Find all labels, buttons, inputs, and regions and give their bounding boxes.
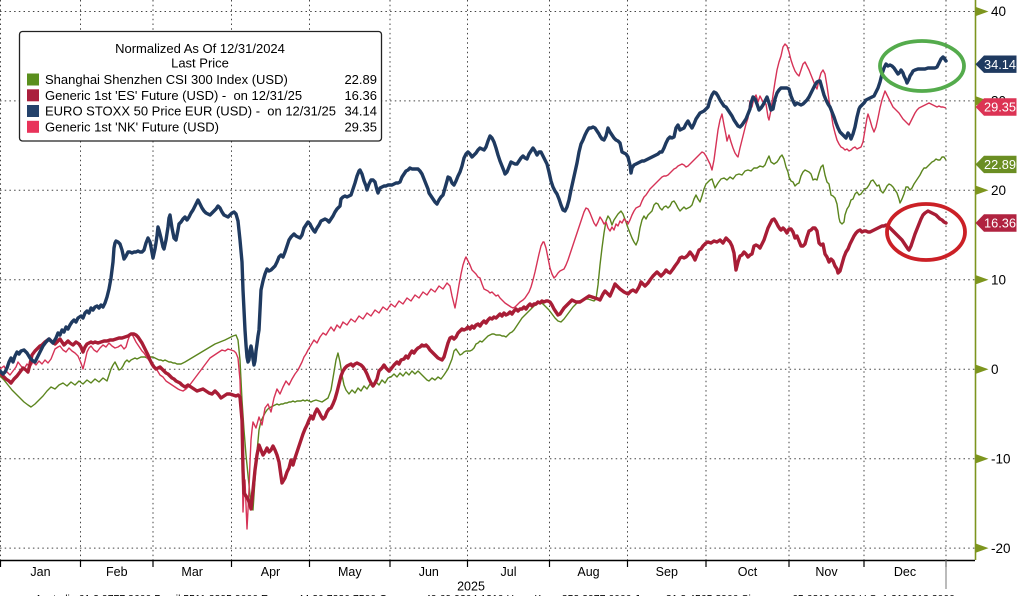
svg-text:34.14: 34.14 xyxy=(344,104,377,119)
svg-text:Apr: Apr xyxy=(261,565,280,579)
svg-text:2025: 2025 xyxy=(457,580,485,594)
svg-text:Last Price: Last Price xyxy=(171,56,229,71)
svg-text:Jul: Jul xyxy=(501,565,517,579)
svg-text:Generic 1st 'NK' Future (USD): Generic 1st 'NK' Future (USD) xyxy=(45,119,219,134)
svg-text:16.36: 16.36 xyxy=(344,88,377,103)
svg-text:-20: -20 xyxy=(991,541,1011,556)
svg-text:10: 10 xyxy=(991,273,1006,288)
svg-text:Mar: Mar xyxy=(181,565,203,579)
svg-text:22.89: 22.89 xyxy=(984,157,1016,172)
svg-text:Normalized As Of 12/31/2024: Normalized As Of 12/31/2024 xyxy=(115,41,285,56)
svg-text:29.35: 29.35 xyxy=(344,119,377,134)
svg-text:22.89: 22.89 xyxy=(344,72,377,87)
svg-text:29.35: 29.35 xyxy=(984,100,1016,115)
svg-text:0: 0 xyxy=(991,362,999,377)
svg-text:Shanghai Shenzhen CSI 300 Inde: Shanghai Shenzhen CSI 300 Index (USD) xyxy=(45,72,288,87)
svg-text:40: 40 xyxy=(991,4,1006,19)
svg-text:Jan: Jan xyxy=(30,565,50,579)
svg-text:20: 20 xyxy=(991,183,1006,198)
svg-text:Jun: Jun xyxy=(419,565,439,579)
svg-text:16.36: 16.36 xyxy=(984,216,1016,231)
svg-text:Aug: Aug xyxy=(577,565,599,579)
svg-text:May: May xyxy=(338,565,362,579)
svg-text:Dec: Dec xyxy=(894,565,916,579)
svg-text:EURO STOXX 50 Price EUR (USD): EURO STOXX 50 Price EUR (USD) - on 12/31… xyxy=(45,104,336,119)
svg-text:-10: -10 xyxy=(991,451,1011,466)
svg-text:Nov: Nov xyxy=(815,565,838,579)
svg-text:Sep: Sep xyxy=(656,565,678,579)
svg-text:34.14: 34.14 xyxy=(984,57,1016,72)
svg-text:Feb: Feb xyxy=(106,565,128,579)
svg-text:Oct: Oct xyxy=(738,565,758,579)
svg-text:Generic 1st 'ES' Future (USD): Generic 1st 'ES' Future (USD) - on 12/31… xyxy=(45,88,302,103)
